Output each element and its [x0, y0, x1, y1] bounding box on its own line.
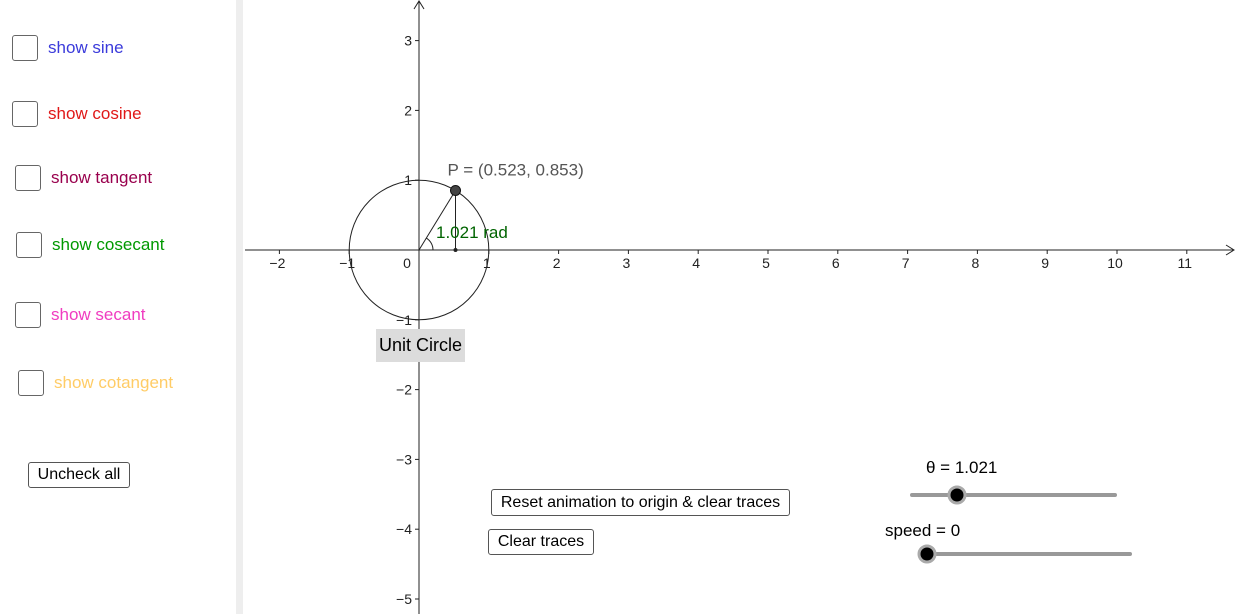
action-button[interactable]: Reset animation to origin & clear traces: [491, 489, 790, 516]
checkbox-label[interactable]: show secant: [51, 305, 146, 324]
checkbox-label[interactable]: show cosecant: [52, 235, 165, 254]
unit-circle: [348, 179, 490, 321]
y-tick-label: −1: [396, 312, 412, 328]
radius: [418, 190, 456, 251]
checkbox-label[interactable]: show sine: [48, 38, 124, 57]
checkbox[interactable]: [15, 302, 41, 328]
x-tick-label: 8: [972, 255, 980, 271]
checkbox[interactable]: [18, 370, 44, 396]
y-tick-label: −3: [396, 451, 412, 467]
x-tick-label: 11: [1178, 255, 1193, 271]
x-tick-label: 7: [902, 255, 910, 271]
x-tick-label: 1: [483, 255, 491, 271]
slider-label: speed = 0: [885, 521, 960, 540]
y-tick-label: 3: [404, 33, 412, 49]
checkbox-label[interactable]: show cosine: [48, 104, 142, 123]
uncheck-button[interactable]: Uncheck all: [28, 462, 130, 488]
checkbox-row: show cosecant: [16, 232, 164, 258]
x-tick-label: 9: [1041, 255, 1049, 271]
y-tick-label: 2: [404, 102, 412, 118]
slider-knob[interactable]: [917, 544, 937, 564]
x-tick-label: −2: [269, 255, 285, 271]
caption: Unit Circle: [379, 335, 462, 355]
checkbox-row: show cosine: [12, 101, 142, 127]
x-tick-label: 6: [832, 255, 840, 271]
checkbox-row: show secant: [15, 302, 146, 328]
checkbox[interactable]: [12, 35, 38, 61]
checkbox-row: show tangent: [15, 165, 152, 191]
point-label: P = (0.523, 0.853): [448, 160, 584, 179]
x-tick-label: 2: [553, 255, 561, 271]
origin-label: 0: [403, 255, 411, 271]
checkbox[interactable]: [16, 232, 42, 258]
action-button[interactable]: Clear traces: [488, 529, 594, 555]
y-tick-label: −4: [396, 521, 412, 537]
checkbox-label[interactable]: show cotangent: [54, 373, 174, 392]
checkbox[interactable]: [15, 165, 41, 191]
y-arrow: [413, 0, 425, 10]
angle-arc: [426, 237, 434, 251]
slider-knob[interactable]: [947, 485, 967, 505]
checkbox[interactable]: [12, 101, 38, 127]
point-p: [450, 184, 462, 196]
sidebar: show sine show cosine show tangent show cos…: [0, 0, 243, 614]
y-tick-label: −5: [396, 591, 412, 607]
slider-label: θ = 1.021: [926, 458, 997, 477]
checkbox-row: show sine: [12, 35, 124, 61]
checkbox-row: show cotangent: [18, 370, 173, 396]
x-tick-label: 3: [623, 255, 631, 271]
x-tick-label: −1: [339, 255, 355, 271]
y-tick-label: −2: [396, 382, 412, 398]
x-arrow: [1225, 244, 1235, 256]
x-tick-label: 5: [762, 255, 770, 271]
angle-label: 1.021 rad: [436, 223, 508, 242]
caption-bg: [376, 329, 465, 362]
x-tick-label: 10: [1107, 255, 1123, 271]
foot-point: [453, 248, 458, 252]
x-tick-label: 4: [692, 255, 700, 271]
checkbox-label[interactable]: show tangent: [51, 168, 153, 187]
y-tick-label: 1: [404, 172, 412, 188]
